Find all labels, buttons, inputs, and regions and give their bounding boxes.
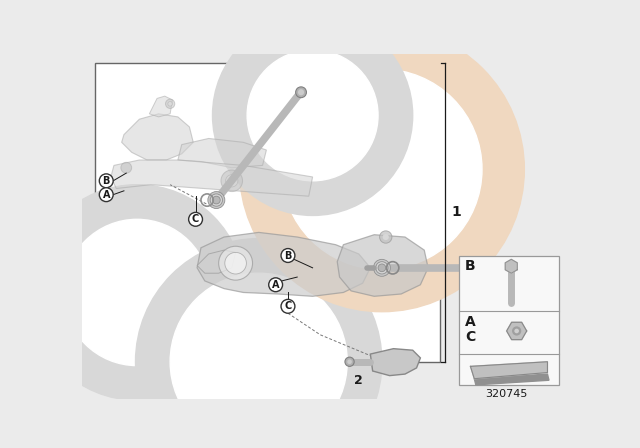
Circle shape — [247, 50, 378, 181]
Text: 1: 1 — [451, 205, 461, 220]
Circle shape — [512, 326, 521, 336]
Text: 320745: 320745 — [486, 389, 528, 399]
Circle shape — [345, 357, 354, 366]
Text: B: B — [465, 259, 476, 273]
Polygon shape — [371, 349, 420, 375]
Text: C: C — [284, 302, 292, 311]
Circle shape — [282, 69, 482, 269]
Polygon shape — [507, 322, 527, 340]
Circle shape — [373, 259, 390, 276]
Circle shape — [210, 194, 223, 206]
Circle shape — [168, 102, 172, 106]
Circle shape — [281, 299, 295, 313]
Circle shape — [221, 170, 243, 192]
Polygon shape — [505, 259, 517, 273]
Bar — [459, 255, 559, 385]
Circle shape — [488, 265, 494, 271]
Polygon shape — [122, 114, 193, 160]
Text: C: C — [465, 330, 476, 344]
Polygon shape — [149, 96, 172, 117]
Circle shape — [380, 231, 392, 243]
Circle shape — [348, 359, 352, 364]
Circle shape — [298, 89, 304, 95]
Circle shape — [208, 192, 225, 208]
Polygon shape — [178, 138, 266, 168]
Text: A: A — [272, 280, 280, 290]
Circle shape — [99, 188, 113, 202]
Circle shape — [64, 220, 210, 366]
Circle shape — [121, 162, 132, 173]
Polygon shape — [111, 160, 312, 196]
Polygon shape — [337, 235, 428, 296]
Text: 2: 2 — [355, 374, 363, 387]
Circle shape — [269, 278, 283, 292]
Text: A: A — [465, 314, 476, 329]
Circle shape — [212, 196, 220, 204]
Text: A: A — [102, 190, 110, 200]
Circle shape — [281, 249, 295, 263]
Circle shape — [212, 15, 413, 215]
Circle shape — [219, 246, 253, 280]
Circle shape — [136, 238, 382, 448]
Text: B: B — [102, 176, 110, 186]
Bar — [95, 63, 440, 362]
Circle shape — [383, 234, 389, 240]
Polygon shape — [197, 233, 371, 296]
Circle shape — [99, 174, 113, 188]
Circle shape — [189, 212, 202, 226]
Text: C: C — [192, 214, 199, 224]
Polygon shape — [470, 362, 547, 379]
Circle shape — [170, 273, 348, 448]
Circle shape — [515, 329, 519, 333]
Circle shape — [486, 263, 497, 273]
Polygon shape — [474, 374, 549, 385]
Circle shape — [166, 99, 175, 108]
Circle shape — [225, 175, 238, 187]
Circle shape — [239, 27, 524, 312]
Circle shape — [378, 264, 386, 271]
Circle shape — [225, 252, 246, 274]
Circle shape — [296, 87, 307, 98]
Polygon shape — [197, 250, 236, 273]
Circle shape — [29, 185, 245, 400]
Text: B: B — [284, 250, 292, 260]
Circle shape — [376, 262, 388, 274]
